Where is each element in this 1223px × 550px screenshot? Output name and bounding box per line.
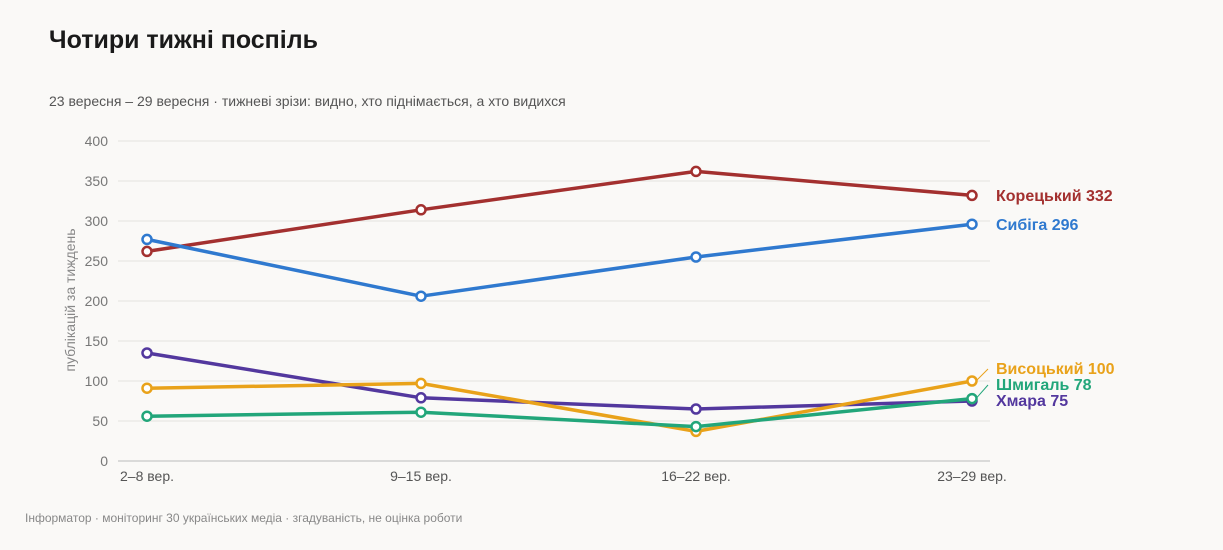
y-axis-label: публікацій за тиждень — [62, 228, 78, 371]
series-end-label: Шмигаль 78 — [996, 377, 1092, 394]
y-tick-label: 100 — [85, 373, 109, 389]
series-lines — [145, 169, 974, 434]
x-tick-label: 2–8 вер. — [120, 468, 174, 484]
y-tick-label: 250 — [85, 253, 109, 269]
series-end-label: Сибіга 296 — [996, 217, 1079, 234]
series-line — [145, 379, 974, 434]
gridlines — [118, 140, 990, 462]
series-points — [141, 165, 978, 438]
series-end-labels: Корецький 332 Сибіга 296 Хмара 75 Висоцький… — [975, 188, 1115, 410]
x-tick-label: 9–15 вер. — [390, 468, 452, 484]
data-point — [141, 245, 153, 258]
x-tick-label: 23–29 вер. — [937, 468, 1007, 484]
chart-title: Чотири тижні поспіль — [49, 26, 318, 54]
label-connector — [975, 384, 989, 399]
series-end-label: Корецький 332 — [996, 188, 1113, 205]
chart-subtitle: 23 вересня – 29 вересня · тижневі зрізи:… — [49, 93, 566, 109]
label-connector — [975, 368, 989, 382]
y-tick-label: 200 — [85, 293, 109, 309]
series-line — [145, 396, 974, 429]
y-axis-ticks: 0 50 100 150 200 250 300 350 400 — [85, 133, 109, 469]
data-point — [415, 377, 427, 390]
data-point — [966, 392, 978, 405]
y-tick-label: 400 — [85, 133, 109, 149]
x-tick-label: 16–22 вер. — [661, 468, 731, 484]
series-line — [145, 169, 974, 254]
series-line — [145, 222, 974, 298]
series-end-label: Хмара 75 — [996, 393, 1068, 410]
y-tick-label: 0 — [100, 453, 108, 469]
data-point — [415, 392, 427, 404]
data-point — [415, 290, 427, 302]
data-point — [141, 347, 153, 359]
data-point — [141, 233, 153, 246]
data-point — [141, 382, 153, 394]
x-axis-ticks: 2–8 вер. 9–15 вер. 16–22 вер. 23–29 вер. — [120, 468, 1007, 484]
data-point — [966, 218, 978, 230]
data-point — [966, 375, 978, 387]
series-end-label: Висоцький 100 — [996, 361, 1115, 378]
y-tick-label: 350 — [85, 173, 109, 189]
y-tick-label: 300 — [85, 213, 109, 229]
data-point — [690, 403, 702, 415]
data-point — [415, 204, 427, 216]
data-point — [966, 189, 978, 202]
source-footer: Інформатор · моніторинг 30 українських м… — [25, 511, 463, 525]
data-point — [690, 165, 702, 178]
data-point — [415, 406, 427, 418]
y-tick-label: 150 — [85, 333, 109, 349]
y-tick-label: 50 — [92, 413, 108, 429]
data-point — [141, 410, 153, 422]
data-point — [690, 251, 702, 263]
data-point — [690, 420, 702, 433]
